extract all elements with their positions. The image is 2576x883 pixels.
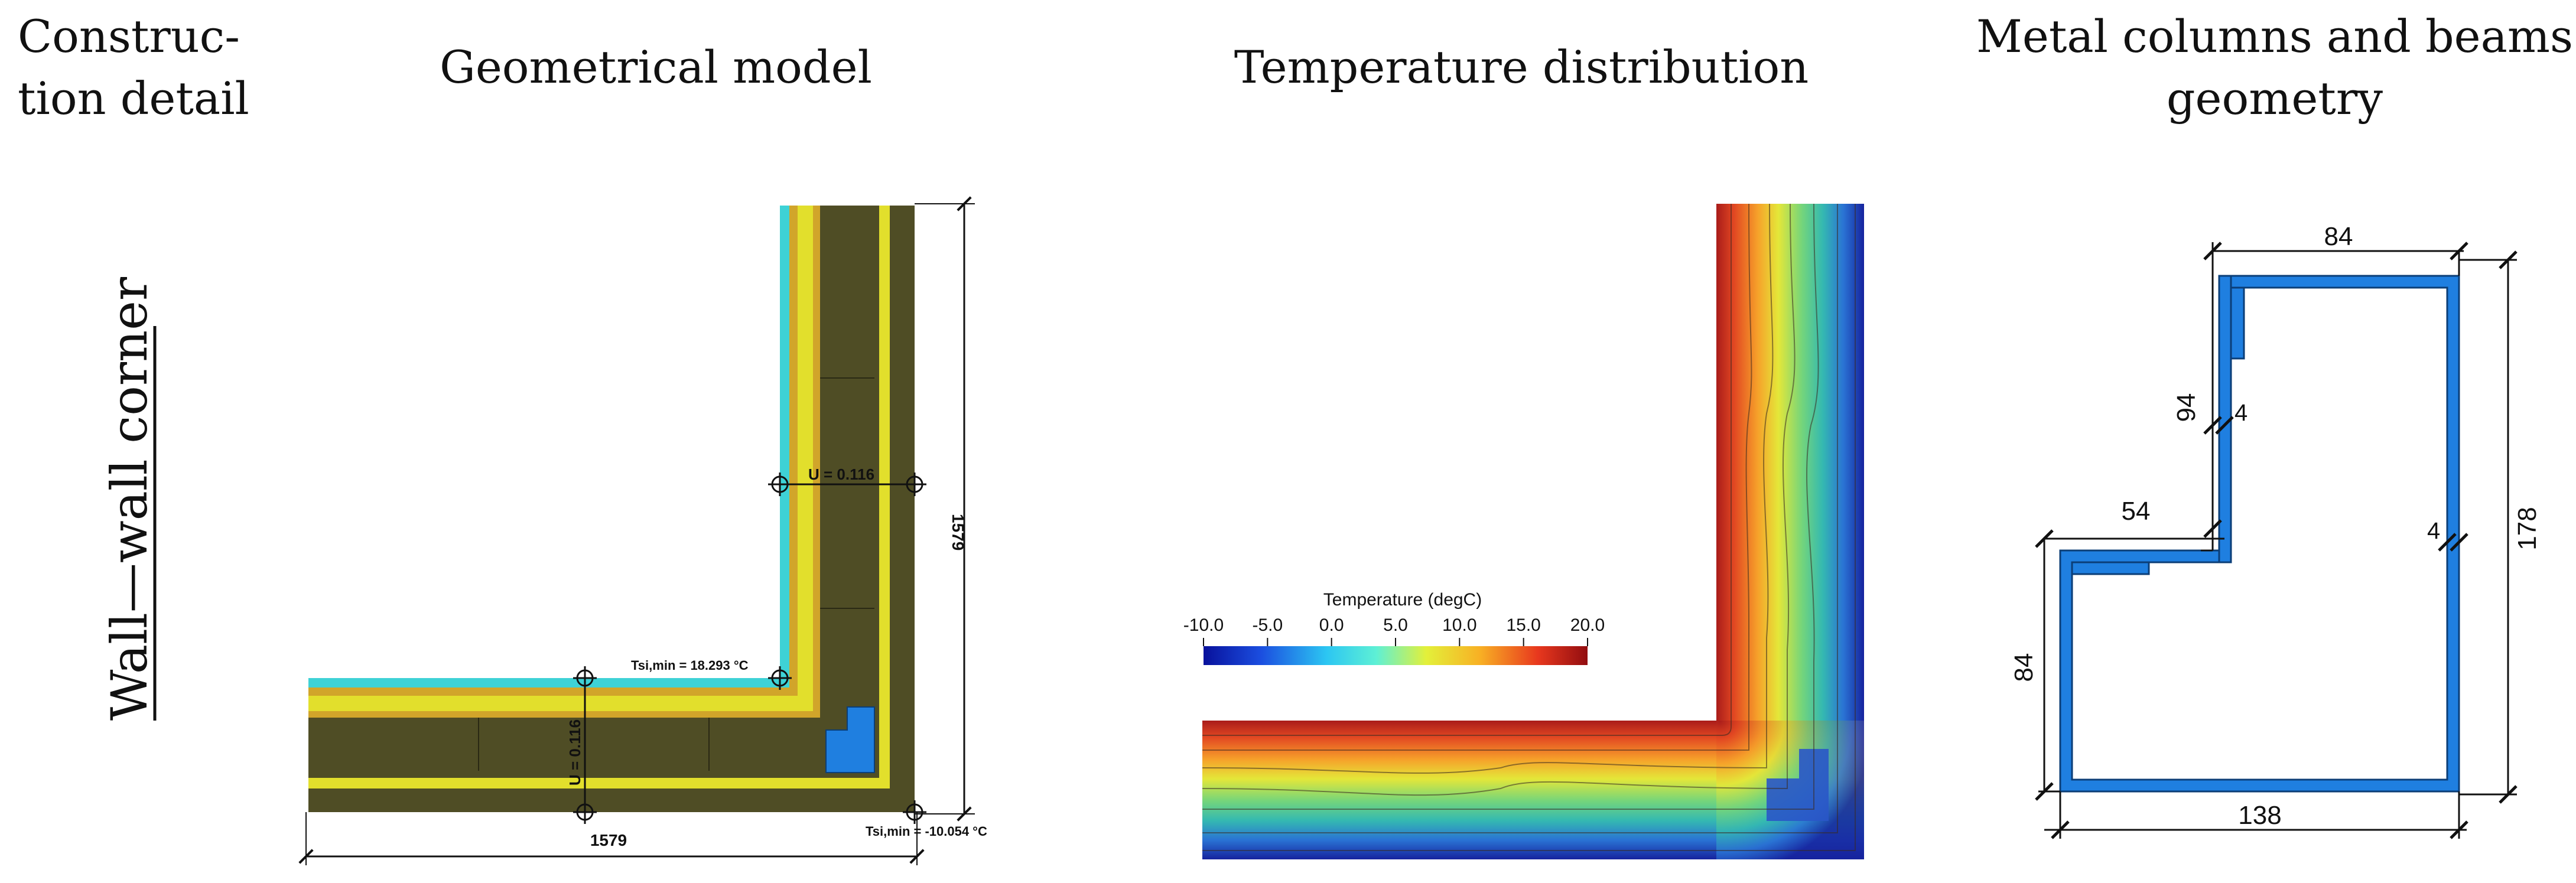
row-label: Wall—wall corner [100,276,158,721]
dim-thickness-right: 4 [2427,518,2440,544]
dim-top: 84 [2324,222,2353,251]
header-construction-detail: Construc- tion detail [18,10,249,125]
colorbar-tick-label: 0.0 [1319,615,1344,635]
profile-dimension-lines [2038,242,2517,839]
inner-finish-cyan [308,206,789,687]
dim-right: 178 [2513,507,2542,550]
header-construction-line2: tion detail [18,72,249,125]
dim-height-label: 1579 [949,514,967,550]
header-metal-line2: geometry [2167,72,2383,125]
steel-lip-left [2071,561,2150,575]
isotherms [1202,203,1856,851]
tsi-min-inner: Tsi,min = 18.293 °C [631,658,749,673]
header-metal-geometry: Metal columns and beams geometry [1976,10,2573,125]
dim-ledge: 54 [2122,497,2151,526]
temperature-field [1202,203,1864,859]
colorbar-ticks: -10.0 -5.0 0.0 5.0 10.0 15.0 20.0 [1183,615,1605,646]
row-label-group: Wall—wall corner [100,276,158,721]
dim-width-label: 1579 [590,831,627,849]
header-construction-line1: Construc- [18,10,240,63]
temp-steel-corner [1767,749,1829,821]
dim-left-upper: 94 [2172,393,2201,422]
colorbar-tick-label: 15.0 [1506,615,1540,635]
colorbar-title: Temperature (degC) [1323,590,1482,610]
steel-profile [2059,275,2460,793]
steel-lip-top [2230,286,2245,360]
insulation-inner [308,206,813,711]
header-geometrical-model: Geometrical model [440,41,872,93]
dim-left-lower: 84 [2009,653,2038,682]
wall-core [308,206,915,812]
steel-column-corner [825,706,875,773]
u-value-vertical: U = 0.116 [808,465,874,483]
colorbar-tick-label: 5.0 [1383,615,1408,635]
header-temperature-distribution: Temperature distribution [1234,41,1809,93]
colorbar-tick-label: 20.0 [1570,615,1605,635]
colorbar-tick-label: 10.0 [1442,615,1476,635]
metal-profile: 84 94 4 54 4 178 84 138 [2009,222,2542,839]
tsi-min-outer: Tsi,min = -10.054 °C [866,824,987,839]
dim-thickness-upper: 4 [2235,400,2248,426]
geometrical-model: U = 0.116 U = 0.116 Tsi,min = 18.293 °C … [300,197,987,865]
u-value-horizontal: U = 0.116 [566,719,584,786]
dim-bottom: 138 [2238,801,2281,830]
colorbar-gradient [1204,646,1588,665]
header-metal-line1: Metal columns and beams [1976,10,2573,63]
temperature-colorbar: Temperature (degC) -10.0 -5.0 0.0 5.0 10.0 15… [1183,590,1605,665]
colorbar-tick-label: -5.0 [1252,615,1283,635]
stud-outlines [478,377,874,771]
colorbar-tick-label: -10.0 [1183,615,1224,635]
